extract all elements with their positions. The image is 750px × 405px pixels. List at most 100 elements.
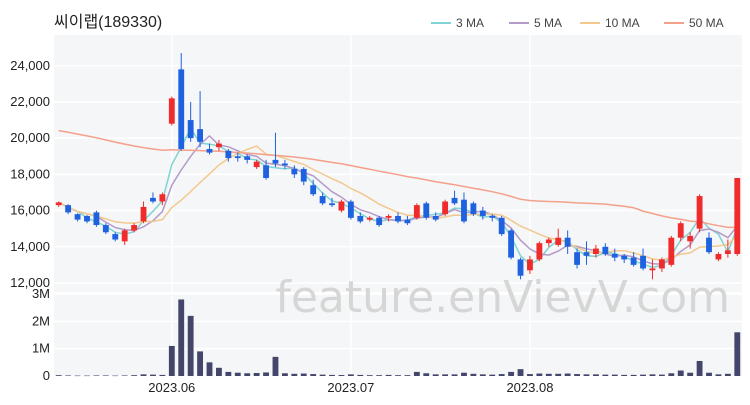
candle-body [216,143,222,148]
x-tick-label: 2023.08 [506,380,553,395]
volume-bar [461,372,467,376]
volume-bar [621,374,628,376]
volume-bar [234,372,241,376]
volume-bar [225,371,232,376]
candle [216,139,222,151]
volume-bar [451,374,458,376]
volume-bar [583,374,590,376]
candle [197,91,204,148]
volume-bar [216,367,222,376]
volume-bar [319,374,326,376]
volume-bar [527,374,533,376]
candle-body [470,203,477,215]
volume-bar [366,375,373,376]
candle [640,248,646,271]
volume-bar [574,374,580,376]
candle [715,252,722,262]
candle [281,159,288,169]
candle [621,253,628,264]
candle [517,257,524,280]
volume-bar [687,372,694,376]
candle-body [112,234,119,240]
x-tick-label: 2023.06 [148,380,195,395]
candle [432,212,439,222]
volume-bar [555,373,562,376]
candle-body [536,243,543,260]
volume-tick-label: 0 [43,368,50,383]
candle [121,228,128,245]
candle-body [564,237,571,247]
candle-body [168,98,175,124]
volume-panel: 0 1M 2M 3M 2023.06 2023.07 2023.08 [32,286,742,395]
volume-bar [592,374,599,376]
candle-body [338,201,345,211]
candle-body [93,212,100,226]
watermark: feature.enVievV.com [275,272,730,323]
volume-bar [404,375,411,376]
legend: 3 MA 5 MA 10 MA 50 MA [431,16,724,30]
candle-body [555,237,562,245]
candle-body [55,202,62,206]
candle-body [479,210,486,216]
candle-body [385,215,392,218]
candle-body [668,237,675,265]
candle [602,243,609,256]
volume-bar [668,373,675,376]
volume-bar [630,374,637,376]
candle [696,194,703,233]
candle [498,215,505,236]
candle-body [357,215,364,222]
volume-bar [112,375,119,377]
x-tick-label: 2023.07 [327,380,374,395]
candle-body [442,201,449,215]
candle-body [498,217,505,235]
candle [536,241,543,262]
candle-body [206,149,213,153]
candle [347,199,354,220]
candle [140,201,147,224]
volume-bar [93,375,100,376]
candle [263,159,269,180]
price-tick-label: 12,000 [10,275,50,290]
volume-bar [253,372,260,376]
volume-bar [55,375,62,376]
candle-body [131,225,138,231]
candle-body [423,203,430,218]
volume-bar [498,374,505,376]
candle-body [300,168,307,182]
legend-item: 5 MA [509,16,562,30]
candle [178,53,185,151]
legend-label: 5 MA [534,16,562,30]
candle-body [432,215,439,220]
volume-bar [197,351,204,376]
candle-body [602,246,609,254]
volume-bar [442,374,449,376]
volume-tick-label: 1M [32,341,50,356]
candle-body [592,248,599,254]
volume-bar [84,375,90,377]
candle-body [687,235,694,242]
candle-body [706,237,712,253]
price-tick-label: 20,000 [10,130,50,145]
candle [630,252,637,267]
candle [65,204,72,215]
candle [404,215,411,226]
candle-body [413,205,420,218]
legend-label: 3 MA [456,16,484,30]
candle-body [517,259,524,276]
volume-bar [413,371,420,376]
candle-body [724,250,731,254]
candle [479,206,486,220]
candle [611,248,618,262]
volume-bar [357,374,364,376]
candle [583,241,590,265]
volume-bar [244,373,251,376]
candle [734,177,741,256]
chart-title: 씨이랩(189330) [54,13,162,31]
volume-bar [131,375,138,376]
candle-body [329,203,335,206]
candle [131,223,138,233]
volume-bar [168,345,175,376]
candle [555,228,562,247]
